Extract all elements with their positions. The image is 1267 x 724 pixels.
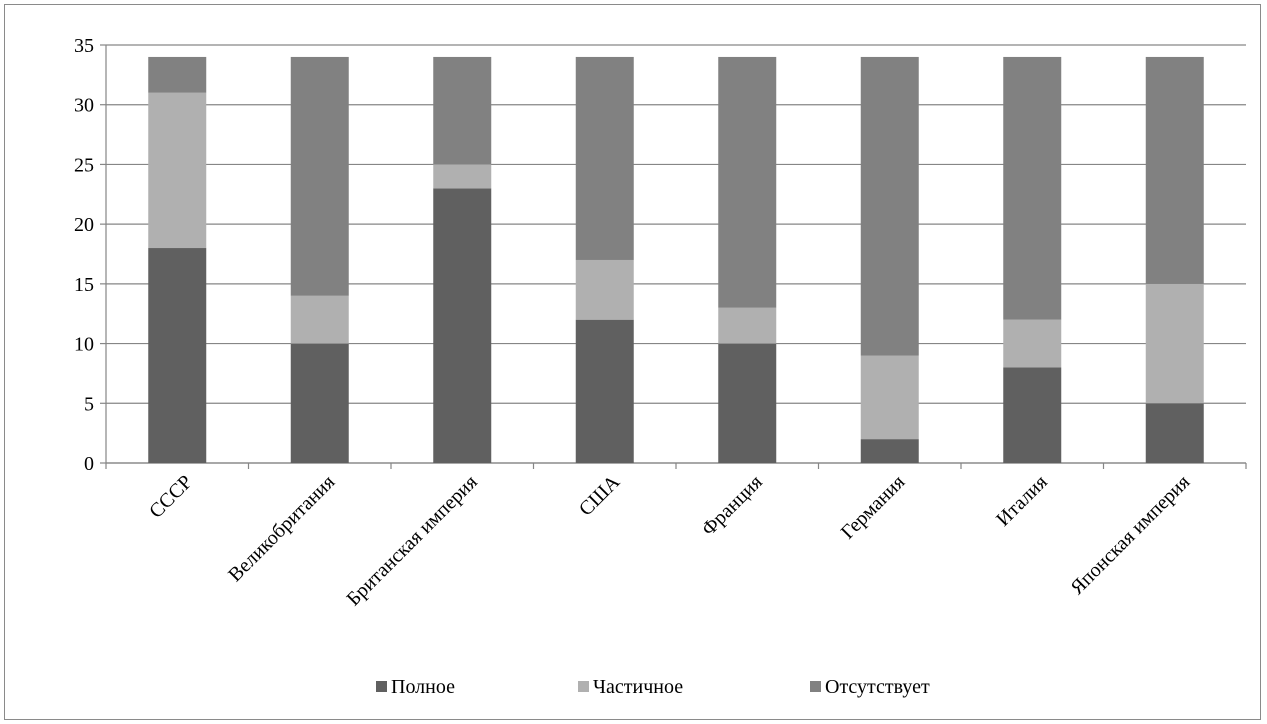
bar-3-1 [148, 56, 207, 93]
chart-frame: 0 5 10 15 20 25 30 35 СССР Великобритания Британск… [4, 4, 1261, 720]
bar-1-7 [1003, 367, 1062, 463]
bar-2-2 [290, 295, 349, 344]
bar-1-4 [575, 319, 634, 463]
bar-1-1 [148, 248, 207, 463]
x-tick-label-8: Японская империя [1066, 471, 1194, 599]
bar-2-5 [718, 307, 777, 344]
bar-3-4 [575, 56, 634, 260]
y-tick-label-15: 15 [74, 274, 94, 296]
bar-1-2 [290, 343, 349, 463]
bar-3-6 [860, 56, 919, 356]
legend-swatch-3 [810, 681, 821, 692]
legend-label-2: Частичное [593, 676, 683, 698]
bar-3-5 [718, 56, 777, 308]
bar-1-8 [1145, 403, 1204, 463]
bar-2-4 [575, 259, 634, 320]
bar-2-8 [1145, 283, 1204, 404]
bar-2-1 [148, 92, 207, 249]
y-tick-label-35: 35 [74, 35, 94, 57]
x-tick-label-4: США [575, 471, 625, 521]
bar-2-6 [860, 355, 919, 440]
y-tick-label-10: 10 [74, 334, 94, 356]
bar-3-2 [290, 56, 349, 296]
bar-1-5 [718, 343, 777, 463]
x-tick-label-1: СССР [145, 471, 197, 523]
bar-2-7 [1003, 319, 1062, 368]
legend-label-3: Отсутствует [825, 676, 930, 698]
legend-label-1: Полное [391, 676, 455, 698]
bar-3-3 [433, 56, 492, 165]
y-tick-label-0: 0 [84, 453, 94, 475]
bar-1-6 [860, 439, 919, 463]
bar-1-3 [433, 188, 492, 464]
bar-3-7 [1003, 56, 1062, 320]
x-tick-label-5: Франция [697, 471, 766, 540]
y-tick-label-20: 20 [74, 214, 94, 236]
bar-3-8 [1145, 56, 1204, 284]
stacked-bar-chart: 0 5 10 15 20 25 30 35 СССР Великобритания Британск… [74, 35, 1247, 698]
y-tick-label-5: 5 [84, 393, 94, 415]
legend-swatch-1 [376, 681, 387, 692]
x-tick-label-3: Британская империя [343, 471, 482, 610]
y-tick-label-25: 25 [74, 154, 94, 176]
legend-swatch-2 [578, 681, 589, 692]
y-tick-label-30: 30 [74, 95, 94, 117]
x-tick-label-6: Германия [837, 471, 910, 544]
x-tick-label-7: Италия [992, 471, 1052, 531]
x-tick-label-2: Великобритания [224, 471, 339, 586]
bar-2-3 [433, 164, 492, 189]
